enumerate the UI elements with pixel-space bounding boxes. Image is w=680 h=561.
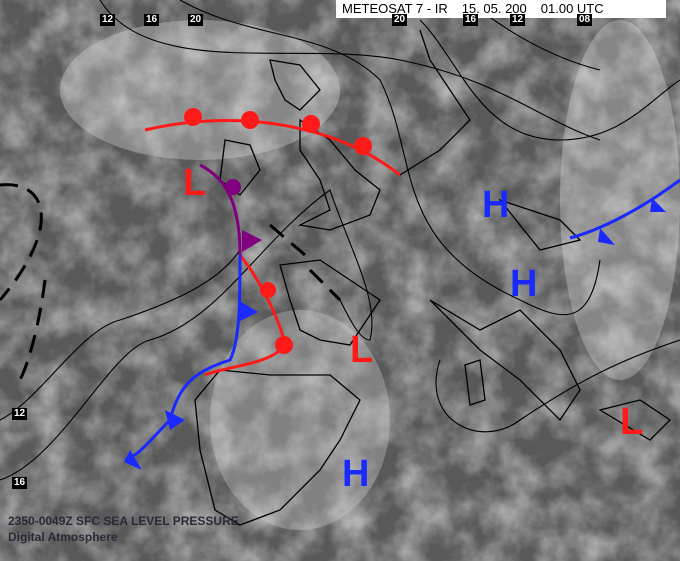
isobar-label: 16 — [463, 14, 479, 26]
low-pressure-label: L — [183, 162, 207, 204]
warm-front — [144, 108, 401, 377]
high-pressure-label: H — [482, 184, 510, 226]
isobar-label: 16 — [144, 14, 160, 26]
time-label: 01.00 UTC — [540, 1, 604, 16]
trough-lines — [0, 183, 342, 381]
isobar-label: 12 — [12, 408, 28, 420]
isobar-label: 16 — [12, 477, 28, 489]
isobar-label: 08 — [577, 14, 593, 26]
cold-front — [124, 178, 680, 470]
isobars — [0, 0, 680, 481]
date-label: 15. 05. 200 — [461, 1, 527, 16]
low-pressure-label: L — [620, 401, 644, 443]
source-caption: Digital Atmosphere — [8, 530, 118, 544]
isobar-label: 20 — [188, 14, 204, 26]
high-pressure-label: H — [342, 453, 370, 495]
isobar-label: 12 — [100, 14, 116, 26]
satellite-label: METEOSAT 7 - IR — [342, 1, 448, 16]
occluded-front — [199, 163, 242, 256]
isobar-label: 20 — [392, 14, 408, 26]
coastlines — [194, 29, 672, 526]
high-pressure-label: H — [510, 263, 538, 305]
product-caption: 2350-0049Z SFC SEA LEVEL PRESSURE — [8, 514, 239, 528]
isobar-label: 12 — [510, 14, 526, 26]
low-pressure-label: L — [350, 329, 374, 371]
image-header: METEOSAT 7 - IR 15. 05. 200 01.00 UTC — [336, 0, 666, 18]
